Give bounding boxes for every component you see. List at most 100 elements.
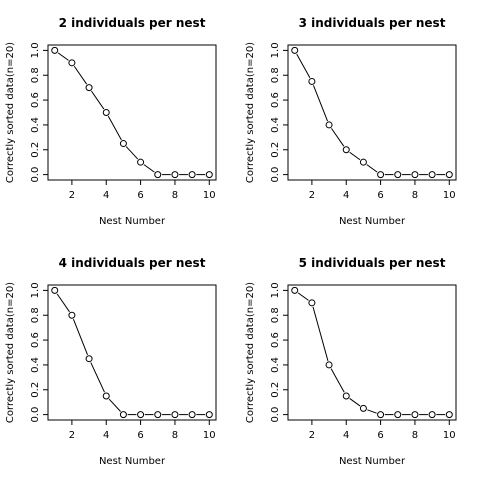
chart-panel-1: 2 individuals per nest 2 4 6 8 10 0.0 0.2 0.4 0.6… [5,16,217,227]
plot-frame [47,284,217,421]
data-point [428,411,436,419]
chart-panel-2: 3 individuals per nest 2 4 6 8 10 0.0 0.2 0.4 0.6… [245,16,457,227]
y-tick-label: 0.0 [30,407,41,423]
data-point [291,46,299,54]
y-tick-label: 0.2 [270,142,281,158]
series-line-segment [349,398,361,407]
series-line-segment [91,90,105,110]
data-point [394,171,402,179]
x-tick-label: 10 [203,430,216,441]
data-point [359,158,367,166]
data-point [428,171,436,179]
data-point [445,171,453,179]
data-point [188,411,196,419]
data-point [137,158,145,166]
x-tick-label: 4 [103,430,109,441]
x-tick-label: 8 [172,190,178,201]
y-tick-label: 0.4 [270,117,281,133]
x-tick-label: 10 [203,190,216,201]
x-tick-label: 4 [103,190,109,201]
series-line-segment [296,53,311,79]
data-point [102,109,110,116]
plot-frame [287,44,457,181]
data-point [377,171,385,179]
data-point [291,286,299,294]
y-axis-label: Correctly sorted data(n=20) [245,42,256,183]
x-tick-label: 4 [343,190,349,201]
y-tick-label: 0.4 [30,357,41,373]
series-line-segment [125,146,139,160]
chart-title: 4 individuals per nest [59,256,206,270]
y-tick-label: 0.0 [270,407,281,423]
data-point [205,411,213,419]
data-point [325,361,333,369]
chart-title: 2 individuals per nest [59,16,206,30]
series-line-segment [312,85,328,122]
y-tick-label: 1.0 [30,42,41,58]
data-point [85,355,93,363]
data-point [102,392,110,400]
y-tick-label: 0.2 [30,142,41,158]
data-point [325,121,333,129]
series-line-segment [297,292,309,301]
series-line-segment [331,128,345,147]
y-tick-label: 1.0 [270,282,281,298]
x-tick-label: 6 [137,190,143,201]
x-tick-label: 4 [343,430,349,441]
y-tick-label: 1.0 [30,282,41,298]
series-line-segment [90,362,105,393]
plot-frame [287,284,457,421]
data-point [154,171,162,179]
series-line-segment [330,368,345,393]
y-tick-label: 1.0 [270,42,281,58]
x-tick-label: 6 [137,430,143,441]
series-line-segment [57,52,69,61]
data-point [85,84,93,92]
x-tick-label: 10 [443,430,456,441]
chart-title: 3 individuals per nest [299,16,446,30]
series-line-segment [108,398,121,412]
y-tick-label: 0.4 [30,117,41,133]
x-axis-label: Nest Number [99,216,166,227]
y-axis-label: Correctly sorted data(n=20) [245,282,256,423]
series-line-segment [366,164,378,173]
series-line-segment [73,65,88,85]
x-axis-label: Nest Number [99,456,166,467]
x-tick-label: 2 [309,190,315,201]
data-point [308,77,316,85]
series-line-segment [72,318,88,355]
y-tick-label: 0.2 [270,382,281,398]
y-tick-label: 0.6 [270,92,281,108]
y-tick-label: 0.8 [30,67,41,83]
plot-frame [47,44,217,181]
data-point [411,411,419,419]
series-line-segment [349,151,361,161]
series-line-segment [312,306,329,362]
y-tick-label: 0.0 [270,167,281,183]
data-point [394,411,402,419]
data-point [119,140,127,148]
y-tick-label: 0.6 [270,332,281,348]
series-line-segment [143,164,155,173]
data-point [205,171,213,179]
x-tick-label: 2 [69,190,75,201]
data-point [119,411,127,419]
x-axis-label: Nest Number [339,456,406,467]
data-point [377,411,385,419]
series-line-segment [56,293,70,313]
y-tick-label: 0.8 [30,307,41,323]
data-point [171,171,179,179]
data-point [188,171,196,179]
data-point [342,146,350,154]
data-point [411,171,419,179]
data-point [308,299,316,307]
series-line-segment [107,115,122,141]
y-tick-label: 0.2 [30,382,41,398]
y-axis-label: Correctly sorted data(n=20) [5,282,16,423]
y-tick-label: 0.8 [270,67,281,83]
data-point [154,411,162,419]
data-point [51,286,59,294]
x-tick-label: 6 [377,430,383,441]
y-tick-label: 0.6 [30,332,41,348]
